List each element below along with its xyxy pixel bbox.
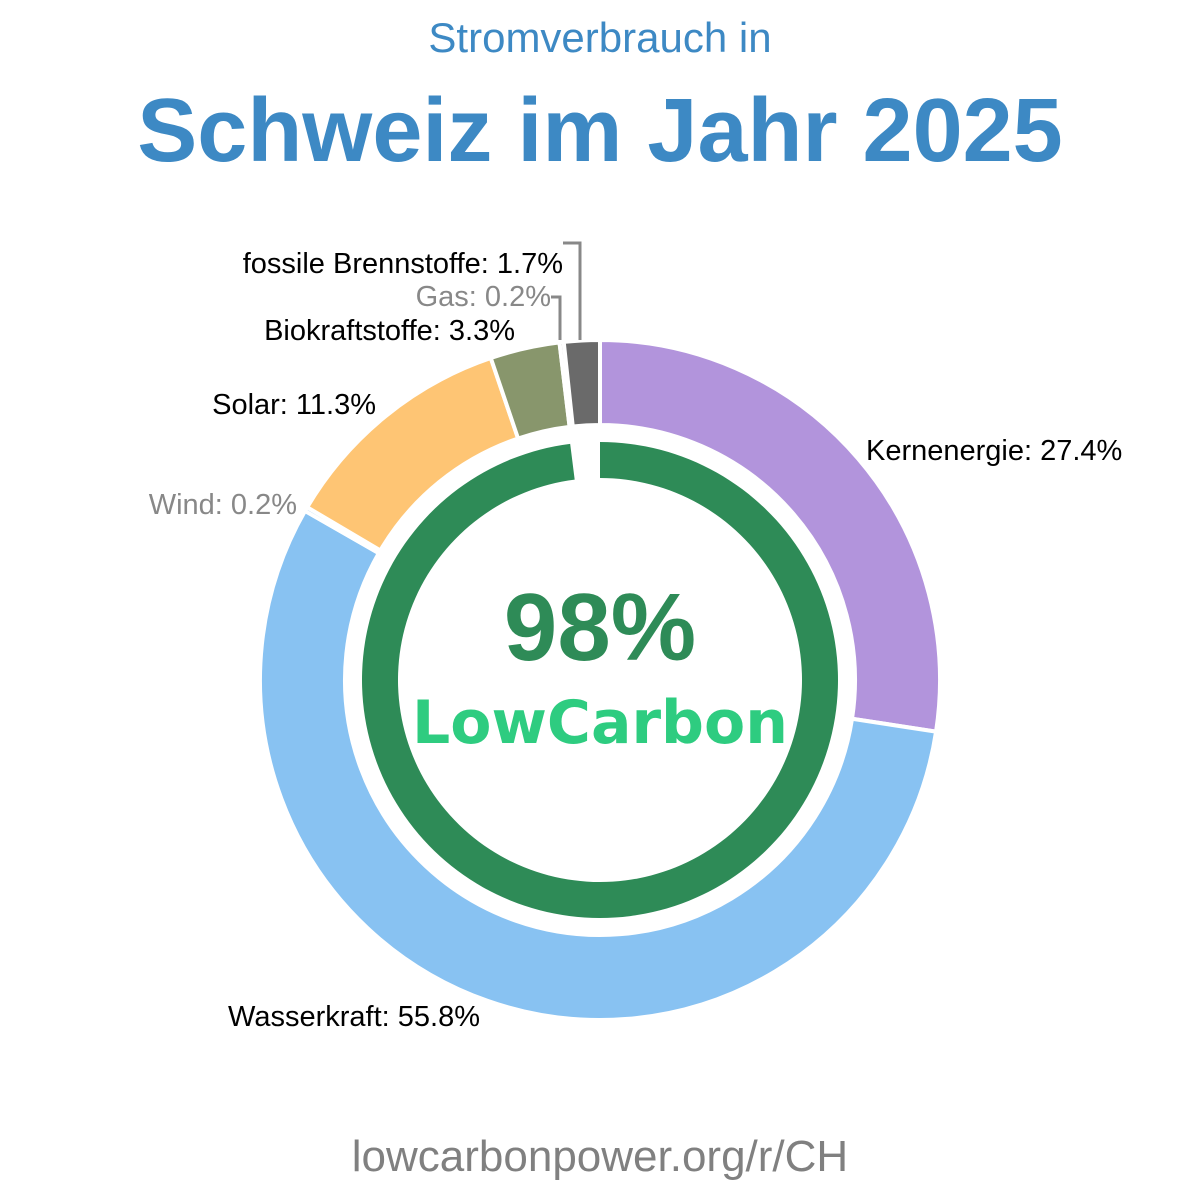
slice-wasserkraft xyxy=(258,508,939,1022)
chart-subtitle: Stromverbrauch in xyxy=(428,14,772,61)
label-solar: Solar: 11.3% xyxy=(212,389,376,421)
low-carbon-percent: 98% xyxy=(504,574,696,681)
slice-solar xyxy=(304,355,521,554)
leader-lines xyxy=(551,241,582,340)
leader-fossile-brennstoffe xyxy=(563,241,582,340)
slice-labels: Kernenergie: 27.4% Wasserkraft: 55.8% Wind… xyxy=(149,248,1123,1033)
outer-ring xyxy=(258,337,942,1022)
leader-gas xyxy=(551,295,562,340)
label-biokraftstoffe: Biokraftstoffe: 3.3% xyxy=(264,315,515,347)
low-carbon-label: LowCarbon xyxy=(412,688,788,758)
slice-kernenergie xyxy=(598,337,942,734)
chart-title: Schweiz im Jahr 2025 xyxy=(137,81,1063,181)
label-wasserkraft: Wasserkraft: 55.8% xyxy=(228,1001,480,1033)
slice-fossile-brennstoffe xyxy=(561,337,602,429)
source-url[interactable]: lowcarbonpower.org/r/CH xyxy=(351,1132,849,1181)
label-wind: Wind: 0.2% xyxy=(149,489,297,521)
label-kernenergie: Kernenergie: 27.4% xyxy=(866,435,1122,467)
label-fossile-brennstoffe: fossile Brennstoffe: 1.7% xyxy=(243,248,563,280)
label-gas: Gas: 0.2% xyxy=(416,281,551,313)
